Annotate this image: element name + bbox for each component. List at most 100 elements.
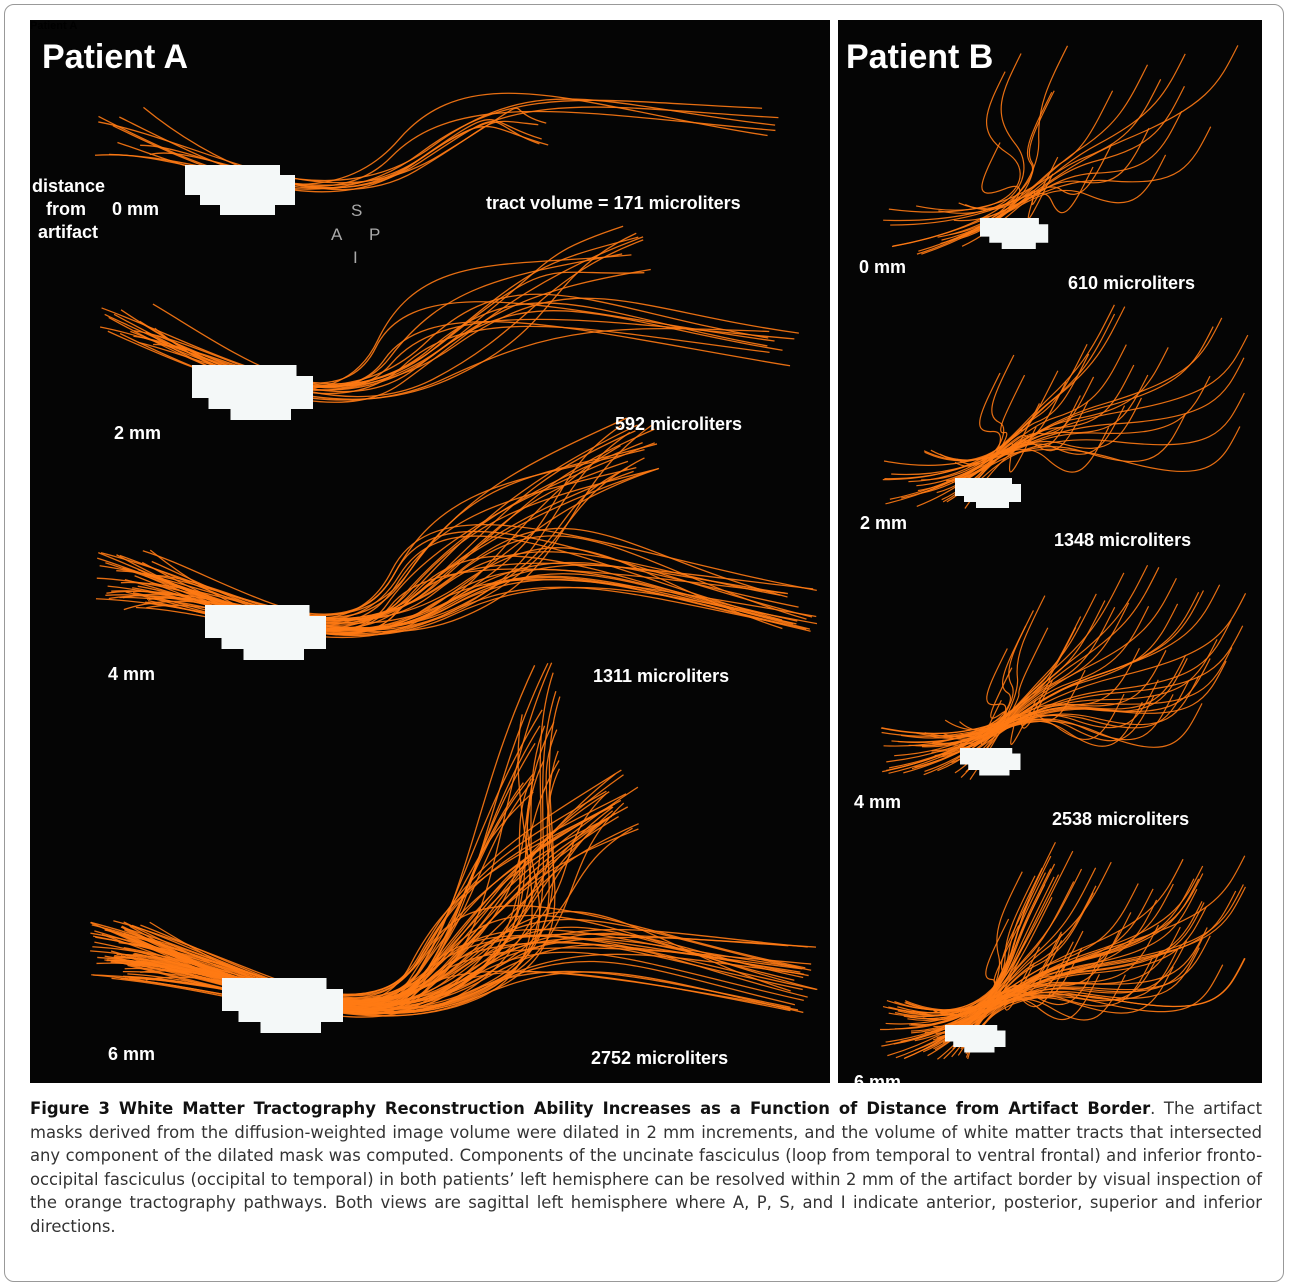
fiber: [915, 627, 1077, 747]
fiber: [920, 306, 1126, 494]
fiber: [938, 933, 1063, 1016]
distance: 6 mm: [854, 1072, 902, 1092]
fiber: [890, 143, 1113, 226]
fiber: [891, 405, 1126, 476]
fiber: [882, 572, 1125, 773]
fiber: [912, 974, 1126, 1021]
distance-label: distance: [32, 176, 106, 196]
fiber: [951, 317, 1223, 483]
fiber: [950, 883, 1139, 1018]
fiber: [914, 625, 1027, 737]
fiber: [101, 236, 639, 385]
fiber: [119, 110, 776, 187]
distance: 0 mm: [112, 199, 160, 219]
artifact-mask: [960, 748, 1021, 776]
fiber: [122, 567, 811, 630]
artifact-mask: [945, 1025, 1006, 1053]
fiber: [959, 658, 1188, 732]
fiber: [91, 924, 817, 1007]
fiber: [153, 301, 775, 384]
fiber: [951, 619, 1232, 764]
fiber: [888, 79, 1162, 213]
artifact-mask: [192, 365, 313, 420]
fiber: [916, 45, 1069, 255]
corner-label: Patient A: [30, 20, 78, 32]
fiber: [881, 679, 1159, 737]
fiber: [897, 667, 1013, 744]
fiber: [133, 253, 623, 388]
distance: 0 mm: [859, 257, 907, 277]
artifact-mask: [980, 218, 1049, 249]
fiber: [882, 872, 1047, 1014]
distance: 4 mm: [854, 792, 902, 812]
fiber: [98, 552, 817, 633]
fiber: [946, 334, 1249, 482]
volume: 592 microliters: [615, 414, 743, 434]
caption: Figure 3 White Matter Tractography Recon…: [30, 1097, 1262, 1238]
fiber: [113, 920, 805, 1009]
fiber: [956, 881, 1075, 1015]
artifact-masks: [185, 165, 1049, 1053]
fiber: [953, 166, 1094, 222]
fiber: [149, 98, 776, 182]
fiber: [964, 414, 1186, 493]
fiber: [113, 790, 607, 999]
orientation: A: [331, 225, 343, 244]
fiber: [99, 547, 783, 630]
orientation: I: [353, 248, 358, 267]
fiber: [92, 725, 541, 1005]
fiber: [98, 92, 768, 185]
fiber: [908, 304, 1115, 483]
fiber: [892, 90, 1055, 247]
fiber: [889, 426, 1037, 500]
orientation: S: [351, 201, 363, 220]
fiber: [965, 595, 1046, 773]
fiber: [962, 884, 1046, 1049]
fiber: [921, 343, 1088, 481]
fiber: [930, 427, 1110, 473]
fiber: [122, 417, 628, 619]
volume: tract volume = 171 microliters: [486, 193, 741, 213]
volume: 2752 microliters: [591, 1048, 729, 1068]
fiber: [938, 888, 1154, 1040]
orientation: P: [369, 225, 381, 244]
fiber: [888, 606, 1116, 774]
panel-title: Patient A: [42, 38, 189, 76]
panel-a-bg: [30, 20, 830, 1083]
fiber: [142, 550, 781, 621]
artifact-mask: [205, 605, 326, 660]
fiber: [152, 303, 791, 387]
fiber: [905, 955, 1102, 1012]
distance-label: artifact: [38, 222, 99, 242]
volume: 610 microliters: [1068, 273, 1196, 293]
fiber: [917, 344, 1127, 492]
fiber: [90, 789, 541, 1014]
artifact-mask: [185, 165, 295, 215]
fiber: [116, 530, 813, 618]
panel-b-bg: [838, 20, 1262, 1083]
fiber: [98, 107, 547, 184]
fiber: [880, 940, 1063, 1031]
distance: 6 mm: [108, 1044, 156, 1064]
artifact-mask: [955, 478, 1021, 508]
distance: 4 mm: [108, 664, 156, 684]
fiber: [157, 239, 644, 398]
fibers: [90, 45, 1249, 1060]
fiber: [916, 364, 1135, 487]
panel-title: Patient B: [846, 38, 994, 76]
distance-label: from: [46, 199, 86, 219]
fiber: [948, 648, 1008, 746]
fiber: [100, 430, 636, 620]
volume: 1348 microliters: [1054, 530, 1192, 550]
fiber: [938, 606, 1150, 758]
fiber: [880, 639, 1218, 735]
fiber: [944, 669, 1086, 731]
volume: 4556 microliters: [1047, 1088, 1185, 1108]
figure-frame: [4, 4, 1284, 1282]
fiber: [900, 647, 1233, 739]
artifact-mask: [222, 978, 343, 1033]
volume: 1311 microliters: [593, 666, 730, 686]
fiber: [133, 318, 795, 389]
